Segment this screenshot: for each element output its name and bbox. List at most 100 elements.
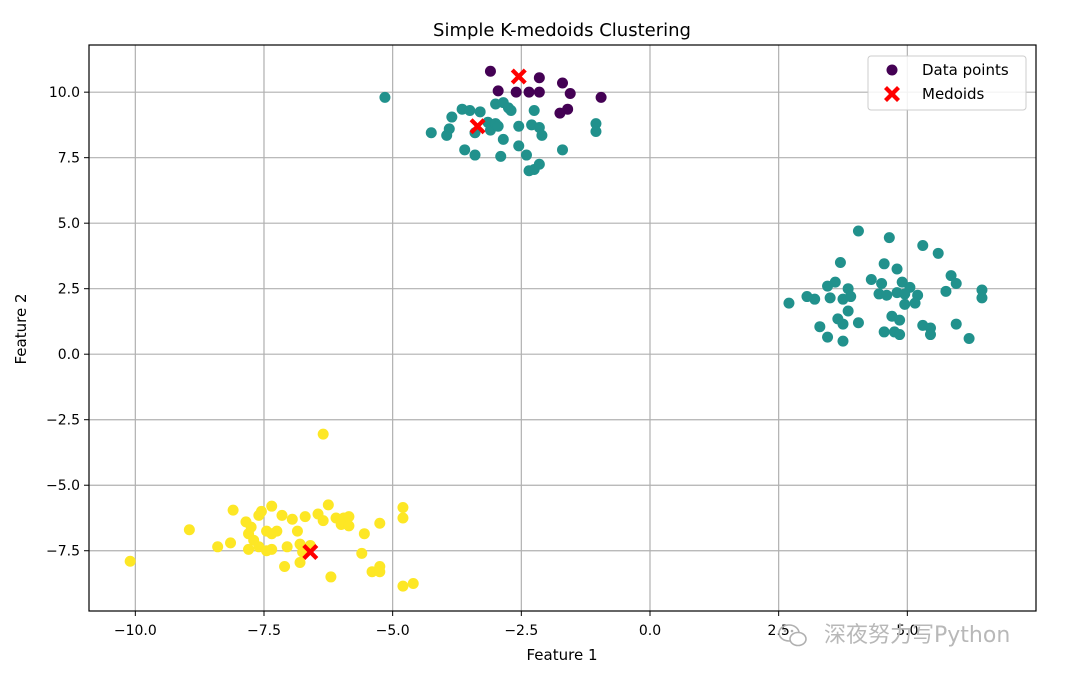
x-axis-label: Feature 1 xyxy=(527,646,598,664)
data-point xyxy=(255,505,267,517)
legend: Data points Medoids xyxy=(867,55,1027,111)
x-axis-ticks: −10.0 −7.5 −5.0 −2.5 0.0 2.5 5.0 xyxy=(114,611,918,639)
medoid-marker xyxy=(302,544,319,561)
data-point xyxy=(286,513,298,525)
data-point xyxy=(379,91,391,103)
x-tick-label: −7.5 xyxy=(247,623,281,639)
data-point xyxy=(492,120,504,132)
y-tick-label: 0.0 xyxy=(58,347,80,363)
data-point xyxy=(876,277,888,289)
data-point xyxy=(446,111,458,123)
data-point xyxy=(291,525,303,537)
x-tick-label: −2.5 xyxy=(504,623,538,639)
data-point xyxy=(865,274,877,286)
data-point xyxy=(425,127,437,139)
data-point xyxy=(322,499,334,511)
data-point xyxy=(243,543,255,555)
data-point xyxy=(852,225,864,237)
data-point xyxy=(183,524,195,536)
data-point xyxy=(950,277,962,289)
legend-entry-medoids: Medoids xyxy=(922,85,985,103)
data-point xyxy=(878,326,890,338)
data-point xyxy=(397,512,409,524)
data-point xyxy=(245,521,257,533)
legend-data-points-marker xyxy=(886,64,898,76)
data-point xyxy=(510,86,522,98)
data-point xyxy=(976,284,988,296)
data-point xyxy=(564,87,576,99)
data-point xyxy=(814,321,826,333)
data-point xyxy=(896,276,908,288)
data-point xyxy=(505,105,517,117)
data-point xyxy=(492,85,504,97)
data-point xyxy=(891,263,903,275)
data-point xyxy=(899,288,911,300)
data-point xyxy=(852,317,864,329)
plot-frame xyxy=(88,44,1037,612)
data-point xyxy=(528,105,540,117)
medoid-marker xyxy=(510,68,527,85)
data-point xyxy=(557,77,568,89)
data-point xyxy=(317,428,329,440)
data-point xyxy=(299,511,311,523)
legend-box xyxy=(867,55,1027,111)
data-point xyxy=(276,509,288,521)
data-point xyxy=(397,501,409,513)
data-point xyxy=(497,133,509,145)
data-point xyxy=(834,256,846,268)
y-tick-label: 2.5 xyxy=(58,282,80,298)
y-tick-label: −5.0 xyxy=(46,478,80,494)
data-point xyxy=(227,504,239,516)
data-point xyxy=(533,72,545,84)
data-point xyxy=(343,511,355,523)
wechat-icon xyxy=(778,624,807,647)
data-point xyxy=(317,515,329,527)
data-point xyxy=(940,285,952,297)
data-point xyxy=(343,520,355,532)
data-point xyxy=(443,123,455,135)
data-point xyxy=(837,335,849,347)
data-point xyxy=(459,144,471,156)
data-point xyxy=(932,247,944,259)
medoid-markers xyxy=(302,68,527,561)
data-point xyxy=(523,86,535,98)
data-point xyxy=(845,291,857,303)
data-point xyxy=(950,318,962,330)
data-point xyxy=(266,500,278,512)
data-point xyxy=(837,318,849,330)
data-point xyxy=(212,541,224,553)
y-tick-label: 5.0 xyxy=(58,216,80,232)
data-point xyxy=(358,528,370,540)
data-point xyxy=(917,239,929,251)
data-point xyxy=(469,149,481,161)
data-point xyxy=(366,566,378,578)
medoid-marker xyxy=(469,118,486,135)
y-axis-label: Feature 2 xyxy=(12,294,30,365)
data-point xyxy=(822,331,834,343)
x-tick-label: −10.0 xyxy=(114,623,157,639)
watermark: 深夜努力写Python xyxy=(778,623,1010,648)
data-point xyxy=(374,517,386,529)
data-point xyxy=(899,298,911,310)
data-point xyxy=(281,541,293,553)
data-point xyxy=(590,125,602,137)
x-tick-label: 5.0 xyxy=(896,623,918,639)
data-point xyxy=(407,577,419,589)
data-point xyxy=(783,297,795,309)
data-point xyxy=(878,258,890,270)
data-point xyxy=(976,292,988,304)
data-point xyxy=(225,537,237,549)
data-point xyxy=(842,305,854,317)
data-point xyxy=(536,129,548,141)
data-point xyxy=(595,91,607,103)
data-point xyxy=(590,118,602,130)
y-tick-label: 7.5 xyxy=(58,151,80,167)
x-tick-label: −5.0 xyxy=(376,623,410,639)
data-point xyxy=(356,547,368,559)
data-point xyxy=(881,289,893,301)
data-point xyxy=(909,297,921,309)
data-point xyxy=(894,314,906,326)
data-point xyxy=(554,107,566,119)
data-point xyxy=(963,332,975,344)
